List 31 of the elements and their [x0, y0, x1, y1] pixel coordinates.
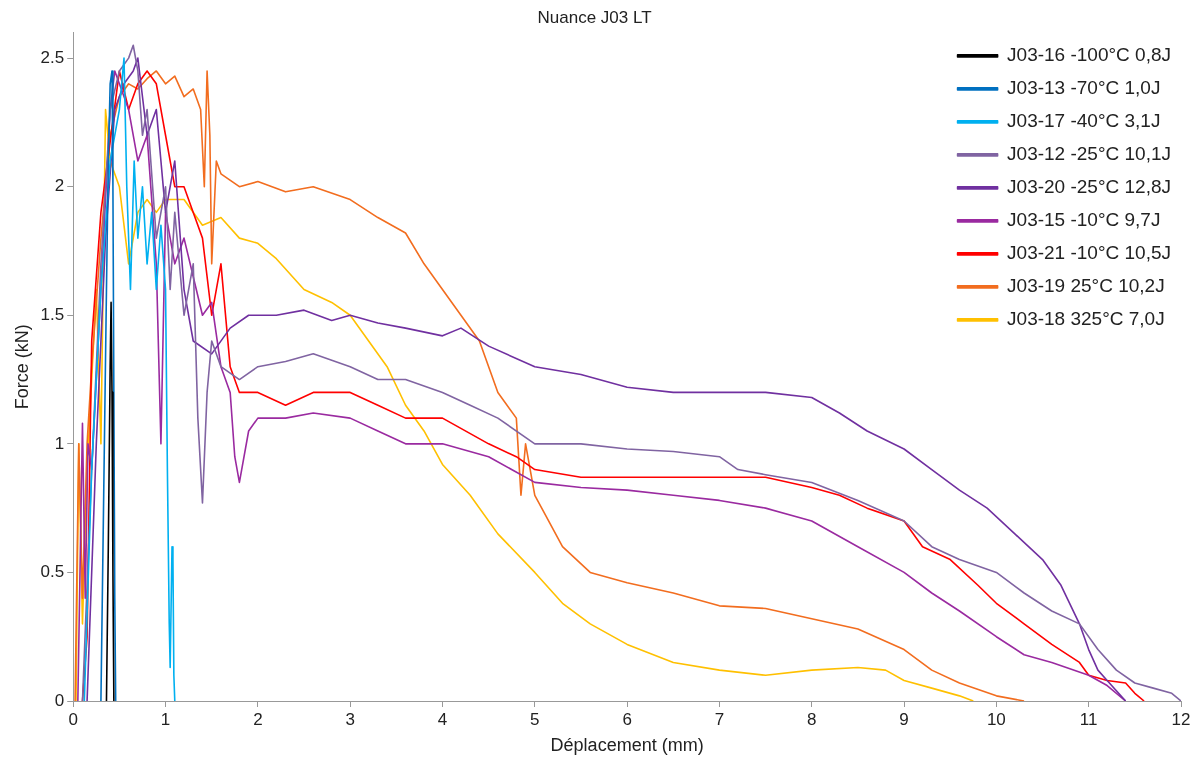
x-tick-label: 8 — [807, 709, 817, 729]
y-tick-label: 1 — [54, 433, 65, 453]
x-tick-label: 1 — [160, 709, 171, 729]
x-tick-label: 6 — [622, 709, 632, 729]
y-tick-label: 0.5 — [40, 562, 65, 582]
x-axis-title: Déplacement (mm) — [550, 735, 704, 756]
x-tick-label: 2 — [253, 709, 263, 729]
legend-label: J03-21 -10°C 10,5J — [1007, 242, 1172, 264]
legend-label: J03-12 -25°C 10,1J — [1007, 143, 1172, 165]
legend-label: J03-15 -10°C 9,7J — [1007, 209, 1161, 231]
legend-label: J03-19 25°C 10,2J — [1007, 275, 1165, 297]
legend-label: J03-18 325°C 7,0J — [1007, 308, 1165, 330]
y-tick-label: 2 — [54, 176, 65, 196]
legend-label: J03-16 -100°C 0,8J — [1007, 44, 1172, 66]
x-tick-label: 12 — [1171, 709, 1191, 729]
legend-label: J03-13 -70°C 1,0J — [1007, 77, 1161, 99]
y-tick-label: 1.5 — [40, 304, 65, 324]
y-axis-title: Force (kN) — [11, 324, 32, 410]
x-tick-label: 10 — [986, 709, 1006, 729]
x-tick-label: 5 — [530, 709, 540, 729]
x-tick-label: 11 — [1079, 709, 1098, 729]
x-tick-label: 0 — [68, 709, 78, 729]
chart-title: Nuance J03 LT — [537, 7, 652, 27]
x-tick-label: 7 — [714, 709, 725, 729]
x-tick-label: 9 — [899, 709, 909, 729]
legend-label: J03-17 -40°C 3,1J — [1007, 110, 1161, 132]
x-tick-label: 4 — [437, 709, 448, 729]
y-tick-label: 0 — [54, 690, 65, 710]
x-tick-label: 3 — [345, 709, 355, 729]
legend-label: J03-20 -25°C 12,8J — [1007, 176, 1172, 198]
y-tick-label: 2.5 — [40, 47, 65, 67]
